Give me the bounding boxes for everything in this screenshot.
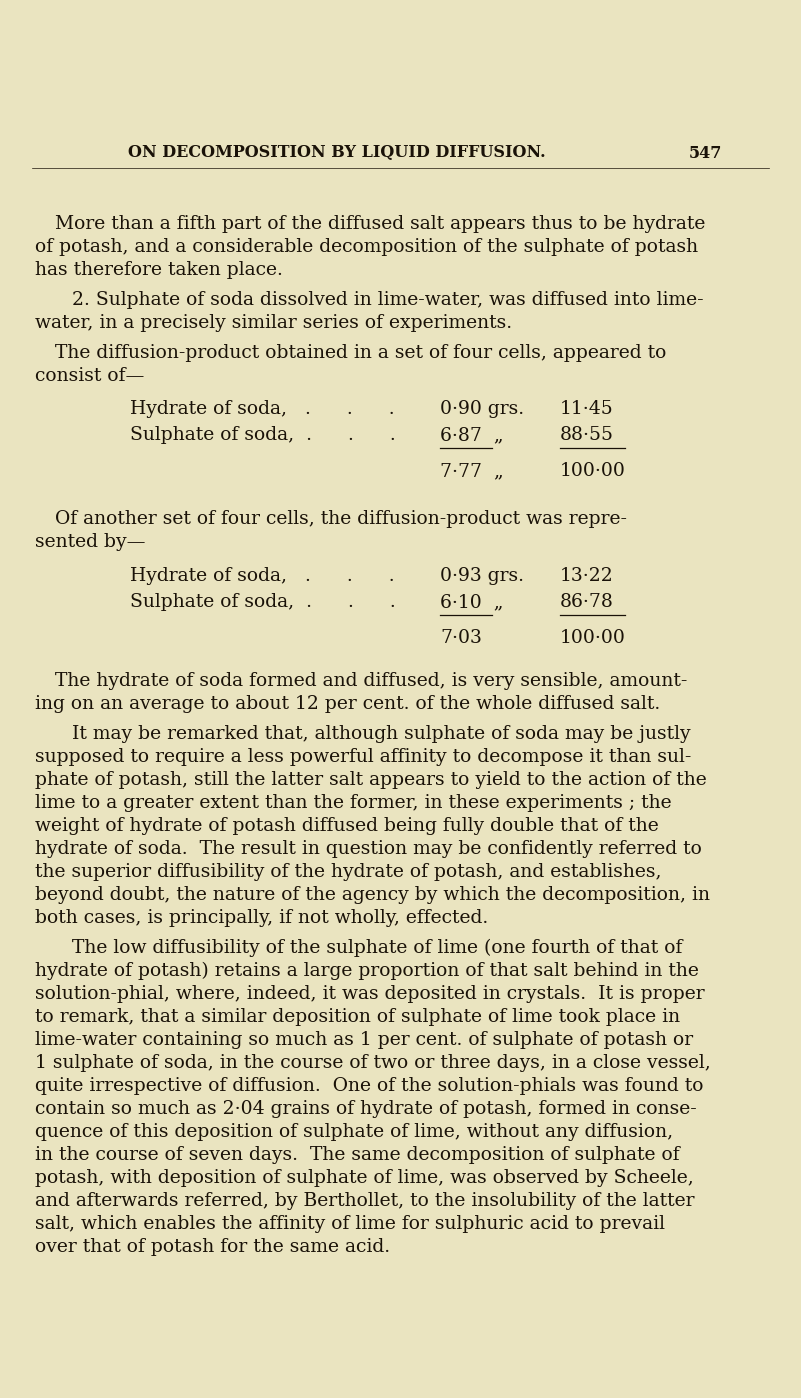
Text: weight of hydrate of potash diffused being fully double that of the: weight of hydrate of potash diffused bei… (35, 816, 658, 835)
Text: 547: 547 (689, 144, 723, 162)
Text: hydrate of soda.  The result in question may be confidently referred to: hydrate of soda. The result in question … (35, 840, 702, 858)
Text: Sulphate of soda,  .      .      .: Sulphate of soda, . . . (130, 426, 396, 445)
Text: contain so much as 2·04 grains of hydrate of potash, formed in conse-: contain so much as 2·04 grains of hydrat… (35, 1100, 697, 1118)
Text: 2. Sulphate of soda dissolved in lime-water, was diffused into lime-: 2. Sulphate of soda dissolved in lime-wa… (72, 291, 703, 309)
Text: 7·03: 7·03 (440, 629, 482, 647)
Text: beyond doubt, the nature of the agency by which the decomposition, in: beyond doubt, the nature of the agency b… (35, 886, 710, 905)
Text: 0·90 grs.: 0·90 grs. (440, 400, 524, 418)
Text: and afterwards referred, by Berthollet, to the insolubility of the latter: and afterwards referred, by Berthollet, … (35, 1192, 694, 1211)
Text: ing on an average to about 12 per cent. of the whole diffused salt.: ing on an average to about 12 per cent. … (35, 695, 660, 713)
Text: ON DECOMPOSITION BY LIQUID DIFFUSION.: ON DECOMPOSITION BY LIQUID DIFFUSION. (127, 144, 545, 162)
Text: More than a fifth part of the diffused salt appears thus to be hydrate: More than a fifth part of the diffused s… (55, 215, 706, 233)
Text: the superior diffusibility of the hydrate of potash, and establishes,: the superior diffusibility of the hydrat… (35, 863, 662, 881)
Text: 7·77  „: 7·77 „ (440, 461, 504, 480)
Text: hydrate of potash) retains a large proportion of that salt behind in the: hydrate of potash) retains a large propo… (35, 962, 699, 980)
Text: salt, which enables the affinity of lime for sulphuric acid to prevail: salt, which enables the affinity of lime… (35, 1215, 665, 1233)
Text: 100·00: 100·00 (560, 461, 626, 480)
Text: The diffusion-product obtained in a set of four cells, appeared to: The diffusion-product obtained in a set … (55, 344, 666, 362)
Text: 0·93 grs.: 0·93 grs. (440, 568, 524, 584)
Text: 1 sulphate of soda, in the course of two or three days, in a close vessel,: 1 sulphate of soda, in the course of two… (35, 1054, 710, 1072)
Text: lime to a greater extent than the former, in these experiments ; the: lime to a greater extent than the former… (35, 794, 671, 812)
Text: 13·22: 13·22 (560, 568, 614, 584)
Text: Hydrate of soda,   .      .      .: Hydrate of soda, . . . (130, 400, 395, 418)
Text: 88·55: 88·55 (560, 426, 614, 445)
Text: water, in a precisely similar series of experiments.: water, in a precisely similar series of … (35, 315, 512, 331)
Text: The hydrate of soda formed and diffused, is very sensible, amount-: The hydrate of soda formed and diffused,… (55, 672, 687, 691)
Text: of potash, and a considerable decomposition of the sulphate of potash: of potash, and a considerable decomposit… (35, 238, 698, 256)
Text: both cases, is principally, if not wholly, effected.: both cases, is principally, if not wholl… (35, 909, 489, 927)
Text: 6·10  „: 6·10 „ (440, 593, 504, 611)
Text: has therefore taken place.: has therefore taken place. (35, 261, 283, 280)
Text: 100·00: 100·00 (560, 629, 626, 647)
Text: in the course of seven days.  The same decomposition of sulphate of: in the course of seven days. The same de… (35, 1146, 679, 1165)
Text: 11·45: 11·45 (560, 400, 614, 418)
Text: sented by—: sented by— (35, 533, 146, 551)
Text: It may be remarked that, although sulphate of soda may be justly: It may be remarked that, although sulpha… (72, 726, 690, 742)
Text: The low diffusibility of the sulphate of lime (one fourth of that of: The low diffusibility of the sulphate of… (72, 939, 682, 958)
Text: potash, with deposition of sulphate of lime, was observed by Scheele,: potash, with deposition of sulphate of l… (35, 1169, 694, 1187)
Text: supposed to require a less powerful affinity to decompose it than sul-: supposed to require a less powerful affi… (35, 748, 691, 766)
Text: phate of potash, still the latter salt appears to yield to the action of the: phate of potash, still the latter salt a… (35, 772, 706, 788)
Text: over that of potash for the same acid.: over that of potash for the same acid. (35, 1239, 390, 1255)
Text: quence of this deposition of sulphate of lime, without any diffusion,: quence of this deposition of sulphate of… (35, 1123, 673, 1141)
Text: to remark, that a similar deposition of sulphate of lime took place in: to remark, that a similar deposition of … (35, 1008, 680, 1026)
Text: solution-phial, where, indeed, it was deposited in crystals.  It is proper: solution-phial, where, indeed, it was de… (35, 986, 705, 1002)
Text: Of another set of four cells, the diffusion-product was repre-: Of another set of four cells, the diffus… (55, 510, 627, 528)
Text: Hydrate of soda,   .      .      .: Hydrate of soda, . . . (130, 568, 395, 584)
Text: consist of—: consist of— (35, 368, 144, 384)
Text: quite irrespective of diffusion.  One of the solution-phials was found to: quite irrespective of diffusion. One of … (35, 1076, 703, 1095)
Text: 86·78: 86·78 (560, 593, 614, 611)
Text: 6·87  „: 6·87 „ (440, 426, 504, 445)
Text: lime-water containing so much as 1 per cent. of sulphate of potash or: lime-water containing so much as 1 per c… (35, 1030, 693, 1048)
Text: Sulphate of soda,  .      .      .: Sulphate of soda, . . . (130, 593, 396, 611)
